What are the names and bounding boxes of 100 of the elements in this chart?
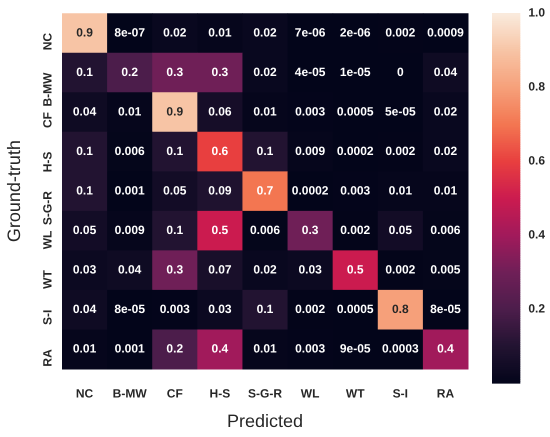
data-label: 0.02 xyxy=(163,25,187,40)
data-label: 0.1 xyxy=(76,64,94,79)
data-label: 0.002 xyxy=(295,302,326,316)
data-label: 0.02 xyxy=(253,64,277,79)
x-tick-label: S-G-R xyxy=(248,386,282,401)
data-label: 0.01 xyxy=(253,342,277,356)
x-tick-label: H-S xyxy=(210,386,230,401)
data-label: 7e-06 xyxy=(294,25,326,40)
data-label: 0.04 xyxy=(434,64,458,79)
data-label: 0.3 xyxy=(212,64,229,79)
data-label: 0.3 xyxy=(166,262,184,276)
data-label: 0.8 xyxy=(392,302,409,316)
data-label: 0.003 xyxy=(160,302,190,316)
y-tick-label: WT xyxy=(40,269,54,289)
x-tick-label: CF xyxy=(166,386,183,401)
data-label: 0.7 xyxy=(256,183,274,198)
data-label: 0.002 xyxy=(385,262,416,276)
color-bar-label: 0.6 xyxy=(528,153,546,168)
data-label: 0.1 xyxy=(76,144,94,158)
data-label: 0.002 xyxy=(340,222,371,237)
y-axis-title: Ground-truth xyxy=(4,140,24,242)
data-label: 0.01 xyxy=(72,342,97,356)
data-label: 0.002 xyxy=(385,25,416,40)
data-label: 0.03 xyxy=(208,302,232,316)
data-label: 0.001 xyxy=(114,342,146,356)
data-label: 0.01 xyxy=(208,25,232,40)
data-label: 0.3 xyxy=(166,64,184,79)
data-label: 0.9 xyxy=(166,104,184,118)
data-label: 0.009 xyxy=(114,222,146,237)
data-label: 0.1 xyxy=(166,144,184,158)
color-bar-label: 0.2 xyxy=(528,301,546,316)
x-tick-label: WL xyxy=(300,386,320,401)
data-label: 8e-07 xyxy=(114,25,146,40)
y-tick-label: NC xyxy=(40,32,54,50)
x-tick-label: NC xyxy=(76,386,94,401)
data-label: 0.0003 xyxy=(382,342,420,356)
data-label: 0.002 xyxy=(385,144,416,158)
data-label: 0.1 xyxy=(76,183,94,198)
data-label: 0.1 xyxy=(256,302,274,316)
y-tick-label: WL xyxy=(40,230,54,250)
data-label: 0.01 xyxy=(118,104,142,118)
data-label: 0.02 xyxy=(253,262,277,276)
data-label: 0 xyxy=(396,64,404,79)
x-tick-label: WT xyxy=(346,386,366,401)
data-label: 0.04 xyxy=(118,262,142,276)
data-label: 0.006 xyxy=(114,144,146,158)
x-tick-label: RA xyxy=(436,386,454,401)
x-tick-label: B-MW xyxy=(112,386,148,401)
data-label: 8e-05 xyxy=(114,302,146,316)
data-label: 0.06 xyxy=(208,104,232,118)
data-label: 0.01 xyxy=(388,183,412,198)
data-label: 0.02 xyxy=(434,104,458,118)
data-label: 5e-05 xyxy=(384,104,416,118)
data-label: 0.0005 xyxy=(336,104,374,118)
data-label: 0.9 xyxy=(76,25,94,40)
data-label: 0.04 xyxy=(72,302,97,316)
data-label: 0.0005 xyxy=(336,302,374,316)
color-bar-label: 0.8 xyxy=(528,79,546,94)
data-label: 4e-05 xyxy=(294,64,326,79)
data-label: 0.005 xyxy=(430,262,461,276)
data-label: 0.2 xyxy=(166,342,184,356)
data-label: 0.006 xyxy=(250,222,280,237)
data-label: 0.02 xyxy=(253,25,277,40)
y-tick-label: CF xyxy=(40,112,54,128)
y-tick-label: H-S xyxy=(40,152,54,172)
data-label: 1e-05 xyxy=(340,64,371,79)
data-label: 0.0009 xyxy=(427,25,464,40)
data-label: 0.4 xyxy=(437,342,454,356)
y-tick-label: S-I xyxy=(40,310,54,326)
data-label: 9e-05 xyxy=(340,342,371,356)
color-bar-label: 1.0 xyxy=(528,5,546,20)
data-label: 0.0002 xyxy=(292,183,329,198)
data-label: 0.01 xyxy=(253,104,277,118)
y-tick-label: B-MW xyxy=(40,72,54,106)
data-label: 0.009 xyxy=(295,144,326,158)
data-label: 0.1 xyxy=(166,222,184,237)
data-label: 0.05 xyxy=(388,222,412,237)
data-label: 0.001 xyxy=(114,183,146,198)
data-label: 0.03 xyxy=(298,262,322,276)
x-axis-title: Predicted xyxy=(226,411,304,432)
data-label: 0.003 xyxy=(295,104,326,118)
data-label: 0.05 xyxy=(163,183,187,198)
data-label: 0.05 xyxy=(72,222,97,237)
data-label: 8e-05 xyxy=(430,302,462,316)
data-label: 0.1 xyxy=(256,144,274,158)
data-label: 2e-06 xyxy=(340,25,371,40)
data-label: 0.02 xyxy=(434,144,458,158)
data-label: 0.0002 xyxy=(336,144,374,158)
data-label: 0.4 xyxy=(212,342,229,356)
data-label: 0.6 xyxy=(212,144,229,158)
data-label: 0.2 xyxy=(121,64,138,79)
x-tick-label: S-I xyxy=(392,386,408,401)
color-bar-label: 0.4 xyxy=(528,227,546,242)
data-label: 0.09 xyxy=(208,183,232,198)
data-label: 0.03 xyxy=(72,262,97,276)
data-label: 0.006 xyxy=(430,222,461,237)
data-label: 0.04 xyxy=(72,104,97,118)
data-label: 0.07 xyxy=(208,262,232,276)
data-label: 0.5 xyxy=(346,262,364,276)
data-label: 0.3 xyxy=(302,222,319,237)
